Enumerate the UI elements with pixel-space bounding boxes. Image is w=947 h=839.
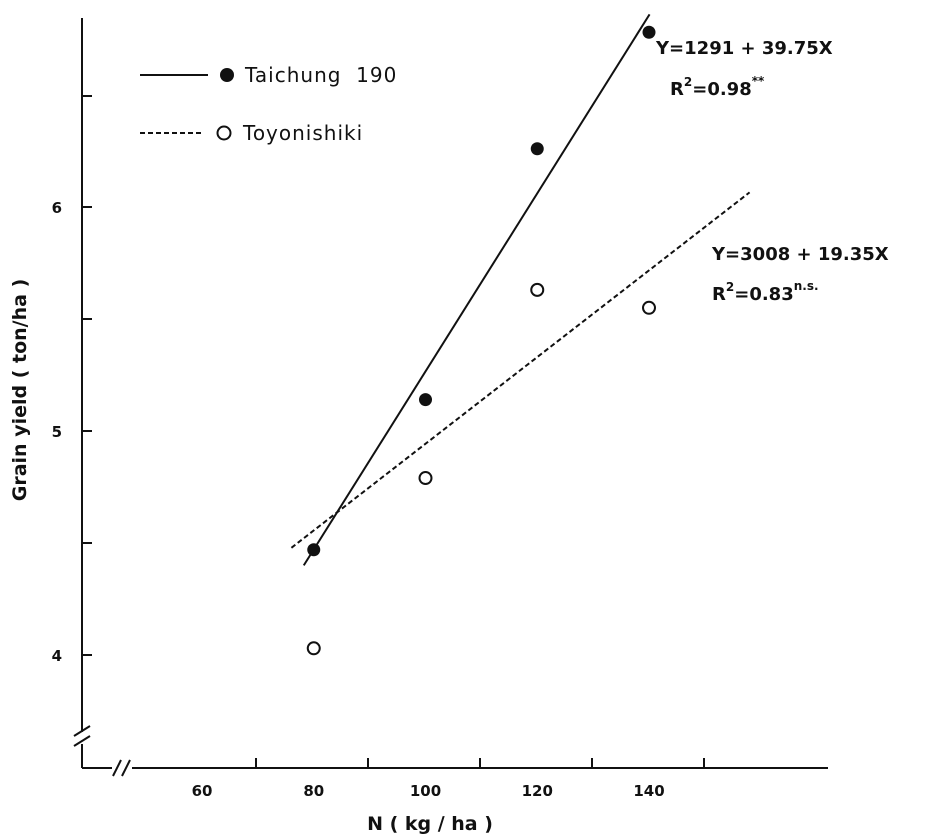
point-toyonishiki: [642, 300, 656, 315]
point-taichung: [642, 25, 656, 39]
r2-toyonishiki-lhs: R: [712, 284, 726, 305]
x-axis-title: N ( kg ∕ ha ): [367, 813, 493, 835]
point-toyonishiki: [306, 641, 321, 656]
y-axis-break-mark-2: [73, 735, 91, 747]
y-tick-label: 5: [52, 423, 62, 441]
equation-toyonishiki: Y=3008 + 19.35X R2=0.83n.s.: [711, 244, 889, 305]
y-axis-title: Grain yield ( ton/ha ): [9, 279, 31, 502]
legend: Taichung 190 Toyonishiki: [140, 63, 397, 145]
legend-marker-taichung: [220, 68, 234, 82]
r2-taichung-exp: 2: [684, 75, 692, 89]
fit-lines: [290, 13, 751, 566]
x-tick-label: 140: [633, 782, 664, 800]
x-ticks: 60 80 100 120 140: [192, 782, 665, 800]
eq-taichung-lhs: Y: [655, 38, 670, 59]
equation-text-toyonishiki: Y=3008 + 19.35X: [711, 244, 889, 265]
equation-text-taichung: Y=1291 + 39.75X: [655, 38, 833, 59]
x-tick-label: 120: [522, 782, 553, 800]
r2-text-toyonishiki: R2=0.83n.s.: [712, 279, 819, 305]
point-taichung: [307, 543, 321, 557]
y-tick-label: 4: [52, 647, 62, 665]
legend-label-taichung: Taichung 190: [244, 63, 397, 87]
eq-toyonishiki-rhs: 3008 + 19.35X: [740, 244, 889, 265]
x-tick-label: 100: [410, 782, 441, 800]
x-axis-break-mark-1: [112, 759, 122, 777]
x-axis: [82, 758, 828, 777]
legend-label-toyonishiki: Toyonishiki: [242, 121, 363, 145]
r2-taichung-sig: **: [752, 74, 765, 88]
point-toyonishiki: [418, 471, 433, 486]
eq-taichung-rhs: 1291 + 39.75X: [684, 38, 833, 59]
legend-marker-toyonishiki: [216, 125, 232, 141]
r2-taichung-rest: =0.98: [692, 79, 752, 100]
fit-line-toyonishiki: [290, 191, 751, 549]
x-axis-break-mark-2: [121, 759, 131, 777]
r2-text-taichung: R2=0.98**: [670, 74, 765, 100]
data-points: [306, 25, 656, 656]
x-tick-label: 80: [303, 782, 324, 800]
eq-toyonishiki-eq: =: [725, 244, 740, 265]
eq-toyonishiki-lhs: Y: [711, 244, 726, 265]
r2-toyonishiki-exp: 2: [726, 280, 734, 294]
y-tick-label: 6: [52, 199, 62, 217]
fit-line-taichung: [302, 13, 651, 566]
r2-toyonishiki-sig: n.s.: [794, 279, 819, 293]
eq-taichung-eq: =: [669, 38, 684, 59]
x-tick-label: 60: [192, 782, 213, 800]
y-axis-break-mark-1: [73, 725, 91, 737]
equation-taichung: Y=1291 + 39.75X R2=0.98**: [655, 38, 833, 100]
point-taichung: [530, 142, 544, 156]
r2-toyonishiki-rest: =0.83: [734, 284, 794, 305]
r2-taichung-lhs: R: [670, 79, 684, 100]
y-axis: [73, 18, 92, 768]
y-ticks: 4 5 6: [52, 199, 92, 665]
point-toyonishiki: [530, 282, 545, 297]
point-taichung: [419, 393, 432, 407]
